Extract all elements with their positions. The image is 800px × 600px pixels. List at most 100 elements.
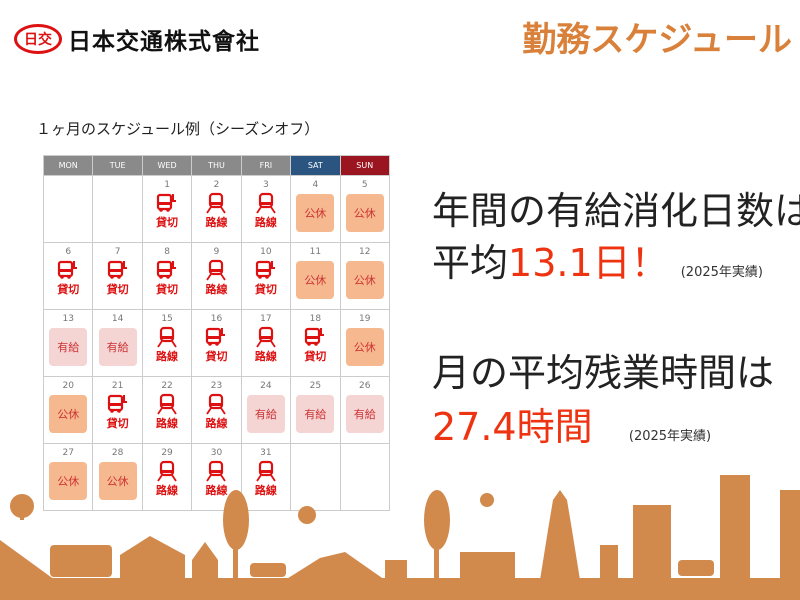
stat-paid-leave-label: 年間の有給消化日数は bbox=[432, 189, 800, 233]
holiday-badge: 公休 bbox=[49, 462, 88, 500]
day-number: 21 bbox=[111, 381, 124, 391]
paid-leave-badge: 有給 bbox=[296, 395, 335, 433]
shift-label: 路線 bbox=[156, 484, 179, 497]
day-number: 15 bbox=[161, 314, 173, 324]
route-train-icon bbox=[255, 192, 277, 214]
day-number: 30 bbox=[210, 448, 223, 458]
taxi-icon bbox=[250, 563, 286, 577]
day-number: 17 bbox=[260, 314, 272, 324]
day-number: 16 bbox=[210, 314, 223, 324]
shift-label: 路線 bbox=[156, 417, 179, 430]
shift-label: 貸切 bbox=[57, 283, 80, 296]
charter-bus-icon bbox=[255, 259, 277, 281]
route-train-icon bbox=[156, 460, 178, 482]
day-number: 9 bbox=[213, 247, 220, 257]
day-header: TUE bbox=[92, 155, 143, 176]
holiday-badge: 公休 bbox=[345, 328, 384, 366]
calendar-day: 25 有給 bbox=[290, 376, 341, 444]
shift-label: 貸切 bbox=[156, 283, 179, 296]
calendar-day: 28 公休 bbox=[92, 443, 143, 511]
day-header: MON bbox=[42, 155, 94, 176]
calendar-day: 3 路線 bbox=[240, 175, 292, 243]
day-number: 29 bbox=[161, 448, 173, 458]
calendar-day: 7 貸切 bbox=[92, 242, 143, 310]
day-header: SAT bbox=[290, 155, 341, 176]
tower-icon bbox=[720, 475, 750, 580]
page-title: 勤務スケジュール bbox=[522, 20, 792, 60]
shift-label: 貸切 bbox=[106, 417, 129, 430]
day-number: 22 bbox=[161, 381, 173, 391]
calendar-week: 13 有給 14 有給 15 路線 16 貸切 17 路線 18 貸切 19 公休 bbox=[42, 309, 391, 377]
holiday-badge: 公休 bbox=[98, 462, 137, 500]
schedule-calendar: MON TUE WED THU FRI SAT SUN 1 貸切 2 路線 3 路線 4 公休 5 公休 6 貸切… bbox=[42, 155, 391, 511]
holiday-badge: 公休 bbox=[345, 261, 384, 299]
charter-bus-icon bbox=[205, 326, 227, 348]
calendar-day: 15 路線 bbox=[141, 309, 193, 377]
day-header: THU bbox=[191, 155, 242, 176]
day-number: 6 bbox=[65, 247, 72, 257]
day-number: 1 bbox=[164, 180, 170, 190]
day-number: 19 bbox=[359, 314, 371, 324]
calendar-day bbox=[92, 175, 143, 243]
calendar-day: 24 有給 bbox=[240, 376, 292, 444]
day-number: 18 bbox=[309, 314, 322, 324]
day-number: 26 bbox=[359, 381, 371, 391]
day-number: 4 bbox=[312, 180, 319, 190]
calendar-day: 16 貸切 bbox=[191, 309, 242, 377]
calendar-day: 6 貸切 bbox=[42, 242, 94, 310]
day-number: 24 bbox=[260, 381, 272, 391]
calendar-week: 6 貸切 7 貸切 8 貸切 9 路線 10 貸切 11 公休 12 公休 bbox=[42, 242, 391, 310]
note: (2025年実績) bbox=[680, 265, 763, 280]
day-number: 23 bbox=[210, 381, 223, 391]
holiday-badge: 公休 bbox=[345, 194, 384, 232]
calendar-day bbox=[42, 175, 94, 243]
note: (2025年実績) bbox=[628, 429, 712, 444]
paid-leave-value: 13.1日！ bbox=[508, 241, 669, 285]
day-number: 27 bbox=[62, 448, 74, 458]
calendar-week: 27 公休 28 公休 29 路線 30 路線 31 路線 bbox=[42, 443, 391, 511]
overtime-value: 27.4時間 bbox=[432, 405, 593, 449]
calendar-day: 19 公休 bbox=[339, 309, 391, 377]
paid-leave-badge: 有給 bbox=[246, 395, 285, 433]
paid-leave-badge: 有給 bbox=[49, 328, 88, 366]
day-number: 13 bbox=[62, 314, 74, 324]
shift-label: 路線 bbox=[205, 417, 228, 430]
day-number: 3 bbox=[263, 180, 269, 190]
calendar-day: 2 路線 bbox=[191, 175, 242, 243]
route-train-icon bbox=[156, 393, 178, 415]
company-name: 日本交通株式會社 bbox=[68, 29, 260, 55]
charter-bus-icon bbox=[156, 259, 178, 281]
calendar-day: 21 貸切 bbox=[92, 376, 143, 444]
route-train-icon bbox=[255, 460, 277, 482]
shift-label: 路線 bbox=[156, 350, 179, 363]
route-train-icon bbox=[205, 192, 227, 214]
route-train-icon bbox=[205, 259, 227, 281]
day-number: 14 bbox=[111, 314, 124, 324]
calendar-day: 29 路線 bbox=[141, 443, 193, 511]
city-skyline-illustration bbox=[0, 475, 800, 600]
shift-label: 路線 bbox=[254, 350, 277, 363]
shift-label: 路線 bbox=[205, 283, 228, 296]
stat-overtime-label: 月の平均残業時間は bbox=[432, 351, 775, 395]
calendar-day: 10 貸切 bbox=[240, 242, 292, 310]
day-number: 20 bbox=[62, 381, 74, 391]
bus-icon bbox=[50, 545, 112, 577]
shift-label: 貸切 bbox=[205, 350, 228, 363]
day-number: 11 bbox=[309, 247, 322, 257]
holiday-badge: 公休 bbox=[296, 194, 335, 232]
calendar-day: 1 貸切 bbox=[141, 175, 193, 243]
day-number: 7 bbox=[114, 247, 121, 257]
calendar-day: 17 路線 bbox=[240, 309, 292, 377]
calendar-day: 14 有給 bbox=[92, 309, 143, 377]
stat-overtime: 27.4時間 (2025年実績) bbox=[432, 396, 711, 451]
shift-label: 貸切 bbox=[304, 350, 327, 363]
day-number: 31 bbox=[260, 448, 272, 458]
route-train-icon bbox=[205, 393, 227, 415]
shift-label: 貸切 bbox=[254, 283, 277, 296]
paid-leave-badge: 有給 bbox=[98, 328, 137, 366]
logo-mark: 日交 bbox=[14, 24, 62, 54]
charter-bus-icon bbox=[156, 192, 178, 214]
company-logo: 日交 日本交通株式會社 bbox=[14, 22, 260, 56]
calendar-day: 5 公休 bbox=[339, 175, 391, 243]
charter-bus-icon bbox=[57, 259, 79, 281]
